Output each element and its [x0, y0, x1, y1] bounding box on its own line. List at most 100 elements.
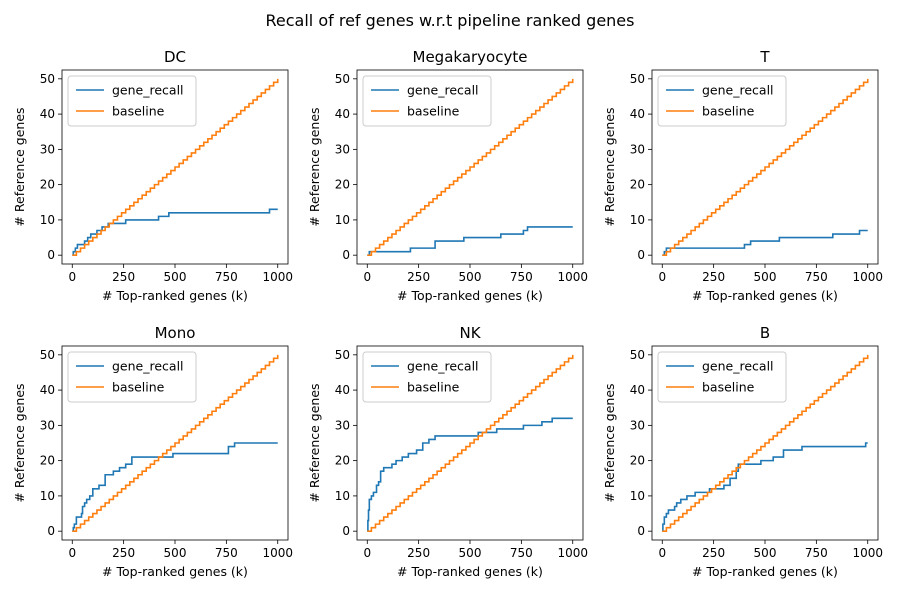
x-axis-label: # Top-ranked genes (k): [397, 564, 543, 579]
legend-box: [67, 351, 197, 403]
y-tick-label: 40: [630, 107, 645, 121]
y-tick-label: 10: [630, 489, 645, 503]
x-tick-label: 750: [805, 546, 828, 560]
series-line-baseline: [662, 354, 869, 532]
x-tick-label: 1000: [557, 546, 588, 560]
x-tick-label: 0: [658, 546, 666, 560]
x-tick-label: 500: [754, 546, 777, 560]
y-tick-label: 0: [47, 524, 55, 538]
x-tick-label: 250: [112, 270, 135, 284]
x-tick-label: 0: [68, 270, 76, 284]
y-axis-label: # Reference genes: [307, 107, 322, 226]
y-tick-label: 30: [335, 418, 350, 432]
y-tick-label: 40: [40, 107, 55, 121]
y-tick-label: 0: [637, 524, 645, 538]
y-tick-label: 50: [40, 72, 55, 86]
x-tick-label: 0: [68, 546, 76, 560]
y-tick-label: 20: [630, 454, 645, 468]
y-axis-label: # Reference genes: [602, 383, 617, 502]
y-tick-label: 30: [630, 418, 645, 432]
legend-label: gene_recall: [407, 359, 479, 374]
x-tick-label: 250: [702, 270, 725, 284]
x-tick-label: 1000: [557, 270, 588, 284]
y-axis-label: # Reference genes: [307, 383, 322, 502]
legend-label: gene_recall: [112, 359, 184, 374]
subplot-mono: 0 250 500 750 1000 0 10 20 30 40 50 Mono # Top-ranke…: [12, 324, 293, 579]
series-line-baseline: [367, 78, 574, 256]
legend-box: [362, 351, 492, 403]
legend-label: gene_recall: [112, 83, 184, 98]
x-tick-label: 1000: [852, 546, 883, 560]
y-tick-label: 30: [630, 142, 645, 156]
figure-suptitle: Recall of ref genes w.r.t pipeline ranke…: [266, 11, 635, 30]
x-tick-label: 500: [459, 270, 482, 284]
series-line-gene-recall: [367, 226, 573, 256]
legend-label: baseline: [702, 380, 755, 395]
y-tick-label: 0: [637, 248, 645, 262]
y-tick-label: 0: [342, 524, 350, 538]
y-tick-label: 40: [335, 107, 350, 121]
legend-label: gene_recall: [702, 359, 774, 374]
y-tick-label: 50: [630, 348, 645, 362]
legend-label: gene_recall: [702, 83, 774, 98]
x-tick-label: 750: [510, 270, 533, 284]
subplot-dc: 0 250 500 750 1000 0 10 20 30 40 50 DC # Top-ranked …: [12, 48, 293, 303]
y-tick-label: 10: [40, 489, 55, 503]
x-axis-label: # Top-ranked genes (k): [397, 288, 543, 303]
legend: gene_recall baseline: [67, 351, 197, 403]
legend-label: baseline: [407, 380, 460, 395]
series-line-gene-recall: [72, 442, 278, 532]
x-tick-label: 250: [407, 546, 430, 560]
x-tick-label: 750: [805, 270, 828, 284]
x-tick-label: 1000: [262, 546, 293, 560]
y-tick-label: 20: [40, 454, 55, 468]
series-line-baseline: [72, 78, 279, 256]
x-tick-label: 750: [215, 270, 238, 284]
y-axis-label: # Reference genes: [12, 107, 27, 226]
y-tick-label: 10: [335, 213, 350, 227]
y-tick-label: 0: [342, 248, 350, 262]
x-axis-label: # Top-ranked genes (k): [102, 564, 248, 579]
y-tick-label: 30: [40, 418, 55, 432]
x-tick-label: 500: [164, 270, 187, 284]
y-tick-label: 30: [40, 142, 55, 156]
legend: gene_recall baseline: [67, 75, 197, 127]
x-tick-label: 0: [658, 270, 666, 284]
x-tick-label: 500: [459, 546, 482, 560]
x-axis-label: # Top-ranked genes (k): [692, 564, 838, 579]
series-line-gene-recall: [662, 442, 868, 532]
y-tick-label: 10: [630, 213, 645, 227]
x-tick-label: 0: [363, 546, 371, 560]
x-tick-label: 500: [754, 270, 777, 284]
legend: gene_recall baseline: [657, 351, 787, 403]
legend-label: gene_recall: [407, 83, 479, 98]
subplot-nk: 0 250 500 750 1000 0 10 20 30 40 50 NK # Top-ranked …: [307, 324, 588, 579]
y-tick-label: 20: [40, 178, 55, 192]
y-tick-label: 20: [335, 178, 350, 192]
series-line-baseline: [72, 354, 279, 532]
y-tick-label: 40: [630, 383, 645, 397]
subplot-title: B: [760, 324, 770, 342]
legend-box: [362, 75, 492, 127]
legend-label: baseline: [112, 104, 165, 119]
legend: gene_recall baseline: [657, 75, 787, 127]
y-tick-label: 10: [335, 489, 350, 503]
x-tick-label: 250: [702, 546, 725, 560]
series-line-gene-recall: [367, 417, 573, 532]
x-tick-label: 0: [363, 270, 371, 284]
x-tick-label: 500: [164, 546, 187, 560]
x-axis-label: # Top-ranked genes (k): [692, 288, 838, 303]
legend-label: baseline: [702, 104, 755, 119]
legend-label: baseline: [407, 104, 460, 119]
series-line-gene-recall: [72, 208, 278, 256]
x-tick-label: 750: [215, 546, 238, 560]
series-line-gene-recall: [662, 229, 868, 256]
y-tick-label: 20: [335, 454, 350, 468]
y-tick-label: 40: [40, 383, 55, 397]
subplot-title: Megakaryocyte: [413, 48, 528, 66]
y-tick-label: 50: [630, 72, 645, 86]
x-axis-label: # Top-ranked genes (k): [102, 288, 248, 303]
legend-box: [657, 351, 787, 403]
y-axis-label: # Reference genes: [12, 383, 27, 502]
